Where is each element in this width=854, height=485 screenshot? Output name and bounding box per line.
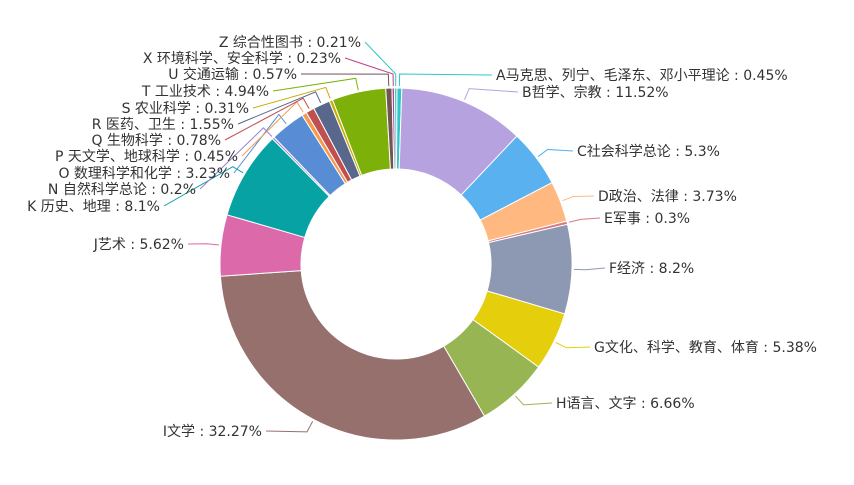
slice-label-1: B哲学、宗教 : 11.52% — [522, 85, 669, 101]
slice-label-18: U 交通运输 : 0.57% — [168, 66, 297, 83]
leader-line-17 — [272, 77, 359, 92]
leader-line-4 — [568, 217, 601, 223]
leader-line-15 — [237, 91, 322, 125]
leader-line-10 — [163, 166, 244, 207]
slice-label-11: N 自然科学总论 : 0.2% — [48, 181, 196, 198]
leader-line-1 — [464, 88, 519, 100]
slice-label-6: G文化、科学、教育、体育 : 5.38% — [594, 340, 817, 356]
slice-label-10: K 历史、地理 : 8.1% — [27, 199, 160, 215]
slice-label-8: I文学 : 32.27% — [163, 424, 262, 440]
leader-line-3 — [562, 195, 595, 202]
slice-label-7: H语言、文字 : 6.66% — [556, 396, 695, 412]
leader-line-9 — [187, 243, 220, 246]
slice-label-13: P 天文学、地球科学 : 0.45% — [55, 149, 238, 165]
leader-line-8 — [265, 421, 314, 433]
slice-label-16: S 农业科学 : 0.31% — [122, 101, 249, 117]
slice-label-19: X 环境科学、安全科学 : 0.23% — [143, 50, 341, 67]
slice-label-15: R 医药、卫生 : 1.55% — [92, 117, 234, 133]
slice-label-2: C社会科学总论 : 5.3% — [577, 144, 720, 160]
slice-label-12: O 数理科学和化学 : 3.23% — [58, 166, 230, 182]
leader-line-0 — [398, 73, 493, 87]
slice-label-17: T 工业技术 : 4.94% — [141, 84, 269, 100]
leader-line-11 — [199, 127, 273, 190]
leader-line-6 — [555, 342, 591, 349]
leader-line-2 — [537, 148, 574, 158]
leader-line-19 — [344, 57, 394, 87]
leader-line-16 — [252, 86, 331, 109]
leader-line-7 — [515, 395, 553, 406]
slice-label-4: E军事 : 0.3% — [604, 211, 690, 227]
slice-label-20: Z 综合性图书 : 0.21% — [219, 35, 361, 51]
slice-label-3: D政治、法律 : 3.73% — [598, 189, 737, 205]
leader-line-12 — [233, 113, 287, 174]
leader-line-20 — [364, 41, 397, 87]
leader-line-18 — [300, 73, 390, 87]
slice-label-14: Q 生物科学 : 0.78% — [91, 133, 221, 149]
slice-label-0: A马克思、列宁、毛泽东、邓小平理论 : 0.45% — [496, 67, 788, 84]
slice-label-5: F经济 : 8.2% — [609, 261, 694, 277]
leader-line-14 — [224, 97, 310, 141]
leader-line-5 — [573, 267, 606, 271]
slice-20[interactable] — [394, 87, 398, 170]
slices-group — [219, 87, 573, 441]
slice-label-9: J艺术 : 5.62% — [93, 237, 184, 253]
slice-8[interactable] — [219, 270, 486, 441]
labels-group: A马克思、列宁、毛泽东、邓小平理论 : 0.45%B哲学、宗教 : 11.52%… — [27, 35, 817, 440]
